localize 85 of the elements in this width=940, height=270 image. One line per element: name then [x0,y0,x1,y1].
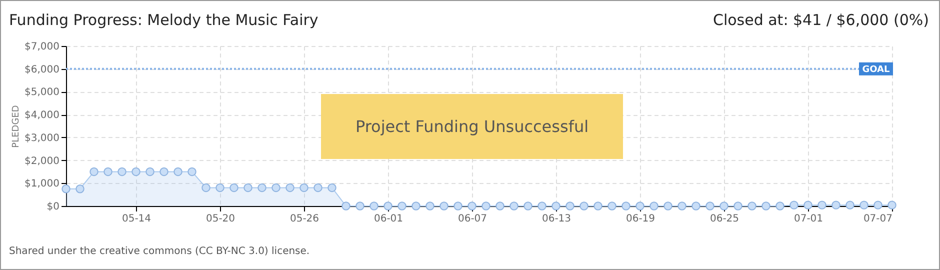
point [104,167,112,176]
point [90,167,98,176]
point [482,202,490,210]
point [846,200,854,210]
point [286,183,294,192]
point [230,183,238,192]
point [804,200,812,210]
point [342,202,350,210]
x-tick-label: 05-14 [122,214,152,224]
point [720,202,728,210]
x-tick-label: 05-20 [206,214,236,224]
chart-subtitle: Closed at: $41 / $6,000 (0%) [712,11,929,29]
point [76,184,84,194]
x-tick-label: 06-19 [626,214,656,224]
y-tick-label: $0 [46,202,60,212]
point [118,167,126,176]
point [860,200,868,210]
point [370,202,378,210]
point [440,202,448,210]
y-tick-label: $3,000 [24,132,60,144]
point [384,202,392,210]
point [426,202,434,210]
point [62,184,70,194]
point [706,202,714,210]
point [678,202,686,210]
y-tick-label: $2,000 [24,156,60,167]
x-tick-label: 06-25 [710,214,740,224]
x-tick-label: 07-01 [794,214,824,224]
y-tick-label: $6,000 [24,64,60,76]
point [300,183,308,192]
y-tick-label: $7,000 [24,42,60,52]
point [216,183,224,192]
point [888,200,896,210]
x-tick-label: 05-26 [290,214,320,224]
y-tick-label: $4,000 [24,110,60,122]
point [832,200,840,210]
notice-box: Project Funding Unsuccessful [321,94,623,159]
point [566,202,574,210]
point [202,183,210,192]
ref-line-label: GOAL [862,64,890,75]
point [272,183,280,192]
y-tick-label: $1,000 [24,178,60,190]
point [510,202,518,210]
point [258,183,266,192]
point [538,202,546,210]
point [160,167,168,176]
y-tick-label: $5,000 [24,87,60,98]
point [692,202,700,210]
point [412,202,420,210]
annotation: Project Funding Unsuccessful [355,117,589,136]
point [874,200,882,210]
point [454,202,462,210]
point [636,202,644,210]
chart-title: Funding Progress: Melody the Music Fairy [9,11,318,29]
x-tick-label: 06-07 [458,214,488,224]
point [174,167,182,176]
point [650,202,658,210]
point [622,202,630,210]
point [398,202,406,210]
point [608,202,616,210]
point [818,200,826,210]
point [146,167,154,176]
point [664,202,672,210]
point [468,202,476,210]
x-tick-label: 06-13 [542,214,572,224]
point [328,183,336,192]
point [776,202,784,210]
point [188,167,196,176]
point [552,202,560,210]
x-tick-label: 06-01 [374,214,404,224]
x-tick-label: 07-07 [863,214,892,224]
point [524,202,532,210]
point [132,167,140,176]
text: Shared under the creative commons (CC BY-NC 3.0) license. [9,246,310,257]
point [496,202,504,210]
point [244,183,252,192]
point [748,202,756,210]
point [580,202,588,210]
point [762,202,770,210]
point [314,183,322,192]
point [790,200,798,210]
point [594,202,602,210]
point [734,202,742,210]
point [356,202,364,210]
y-axis-title: PLEDGED [12,105,22,148]
